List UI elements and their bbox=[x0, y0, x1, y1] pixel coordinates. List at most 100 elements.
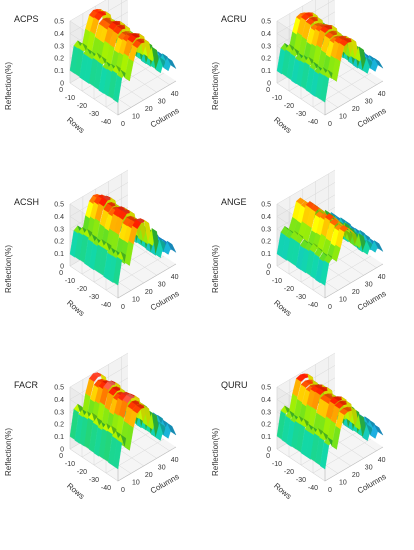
row-tick-label: 0 bbox=[266, 87, 270, 94]
column-tick-label: 30 bbox=[365, 281, 373, 288]
chart-panel-acps: ACPS Reflection(%) 0 0.1 0.2 0.3 0.4 0.5 0 10 20 30… bbox=[4, 0, 181, 135]
z-tick-label: 0.2 bbox=[54, 422, 64, 429]
row-tick-label: -10 bbox=[272, 95, 282, 102]
z-tick-labels: 0 0.1 0.2 0.3 0.4 0.5 bbox=[261, 19, 271, 88]
column-tick-label: 40 bbox=[171, 91, 179, 98]
panel-title: ACRU bbox=[221, 14, 247, 24]
z-tick-label: 0.5 bbox=[261, 385, 271, 392]
column-tick-label: 0 bbox=[121, 487, 125, 494]
z-tick-label: 0 bbox=[60, 447, 64, 454]
y-axis-label: Rows bbox=[65, 298, 86, 318]
row-tick-label: -30 bbox=[296, 294, 306, 301]
z-tick-label: 0.4 bbox=[54, 214, 64, 221]
z-tick-label: 0 bbox=[60, 81, 64, 88]
column-tick-label: 20 bbox=[352, 472, 360, 479]
row-tick-label: -30 bbox=[89, 477, 99, 484]
row-tick-label: -10 bbox=[65, 95, 75, 102]
column-tick-label: 30 bbox=[365, 98, 373, 105]
z-tick-label: 0.1 bbox=[261, 251, 271, 258]
x-axis-label: Columns bbox=[356, 106, 388, 130]
row-tick-labels: 0-10-20-30-40 bbox=[59, 87, 111, 126]
panel-title: ACSH bbox=[14, 197, 39, 207]
column-tick-label: 10 bbox=[132, 296, 140, 303]
row-tick-labels: 0-10-20-30-40 bbox=[266, 87, 318, 126]
x-axis-label: Columns bbox=[356, 289, 388, 313]
row-tick-label: -20 bbox=[284, 286, 294, 293]
column-tick-labels: 0 10 20 30 40 bbox=[328, 274, 386, 311]
row-tick-label: -10 bbox=[272, 461, 282, 468]
z-tick-label: 0.5 bbox=[54, 19, 64, 26]
z-tick-label: 0.5 bbox=[261, 19, 271, 26]
z-axis-label: Reflection(%) bbox=[4, 428, 13, 476]
column-tick-label: 10 bbox=[339, 113, 347, 120]
column-tick-label: 10 bbox=[132, 479, 140, 486]
row-tick-label: -30 bbox=[296, 477, 306, 484]
panel-title: ACPS bbox=[14, 14, 39, 24]
y-axis-label: Rows bbox=[272, 115, 293, 135]
column-tick-label: 30 bbox=[158, 98, 166, 105]
row-tick-label: -40 bbox=[308, 302, 318, 309]
surface bbox=[69, 372, 177, 470]
row-tick-label: -20 bbox=[284, 469, 294, 476]
column-tick-label: 0 bbox=[121, 121, 125, 128]
z-tick-label: 0.4 bbox=[54, 397, 64, 404]
row-tick-labels: 0-10-20-30-40 bbox=[266, 453, 318, 492]
chart-panel-quru: QURU Reflection(%) 0 0.1 0.2 0.3 0.4 0.5 0 10 20 30… bbox=[211, 352, 388, 501]
column-tick-labels: 0 10 20 30 40 bbox=[121, 457, 179, 494]
z-tick-labels: 0 0.1 0.2 0.3 0.4 0.5 bbox=[261, 202, 271, 271]
column-tick-label: 10 bbox=[132, 113, 140, 120]
panel-title: FACR bbox=[14, 380, 39, 390]
row-tick-label: -10 bbox=[272, 278, 282, 285]
z-tick-label: 0.2 bbox=[261, 56, 271, 63]
z-tick-label: 0.5 bbox=[54, 202, 64, 209]
row-tick-label: -30 bbox=[296, 111, 306, 118]
surface bbox=[276, 12, 384, 103]
row-tick-label: -30 bbox=[89, 294, 99, 301]
row-tick-label: -10 bbox=[65, 278, 75, 285]
z-tick-label: 0.3 bbox=[261, 409, 271, 416]
row-tick-label: -40 bbox=[308, 485, 318, 492]
row-tick-labels: 0-10-20-30-40 bbox=[59, 270, 111, 309]
chart-panel-facr: FACR Reflection(%) 0 0.1 0.2 0.3 0.4 0.5 0 10 20 30… bbox=[4, 352, 181, 501]
column-tick-label: 40 bbox=[378, 274, 386, 281]
z-tick-label: 0.3 bbox=[54, 226, 64, 233]
x-axis-label: Columns bbox=[149, 106, 181, 130]
row-tick-label: 0 bbox=[59, 453, 63, 460]
column-tick-label: 40 bbox=[378, 457, 386, 464]
column-tick-label: 20 bbox=[145, 289, 153, 296]
row-tick-label: -30 bbox=[89, 111, 99, 118]
row-tick-label: -20 bbox=[77, 286, 87, 293]
column-tick-labels: 0 10 20 30 40 bbox=[328, 91, 386, 128]
z-tick-label: 0.5 bbox=[261, 202, 271, 209]
chart-panel-acsh: ACSH Reflection(%) 0 0.1 0.2 0.3 0.4 0.5 0 10 20 30… bbox=[4, 169, 181, 318]
z-axis-label: Reflection(%) bbox=[211, 428, 220, 476]
z-tick-label: 0.3 bbox=[54, 409, 64, 416]
y-axis-label: Rows bbox=[272, 481, 293, 501]
row-tick-label: 0 bbox=[59, 87, 63, 94]
x-axis-label: Columns bbox=[356, 472, 388, 496]
column-tick-label: 0 bbox=[328, 304, 332, 311]
row-tick-label: -10 bbox=[65, 461, 75, 468]
z-axis-label: Reflection(%) bbox=[4, 62, 13, 110]
column-tick-label: 0 bbox=[328, 487, 332, 494]
column-tick-labels: 0 10 20 30 40 bbox=[121, 91, 179, 128]
surface bbox=[69, 8, 177, 103]
z-axis-label: Reflection(%) bbox=[211, 62, 220, 110]
panel-title: QURU bbox=[221, 380, 248, 390]
z-tick-label: 0.3 bbox=[261, 43, 271, 50]
row-tick-label: 0 bbox=[59, 270, 63, 277]
row-tick-label: -20 bbox=[284, 103, 294, 110]
column-tick-label: 30 bbox=[158, 281, 166, 288]
z-tick-label: 0.1 bbox=[261, 434, 271, 441]
row-tick-label: -40 bbox=[308, 119, 318, 126]
column-tick-label: 10 bbox=[339, 479, 347, 486]
column-tick-label: 30 bbox=[365, 464, 373, 471]
row-tick-label: 0 bbox=[266, 270, 270, 277]
row-tick-label: 0 bbox=[266, 453, 270, 460]
z-tick-label: 0.4 bbox=[54, 31, 64, 38]
z-tick-label: 0.4 bbox=[261, 397, 271, 404]
z-tick-label: 0 bbox=[60, 264, 64, 271]
z-tick-label: 0.1 bbox=[54, 251, 64, 258]
x-axis-label: Columns bbox=[149, 289, 181, 313]
